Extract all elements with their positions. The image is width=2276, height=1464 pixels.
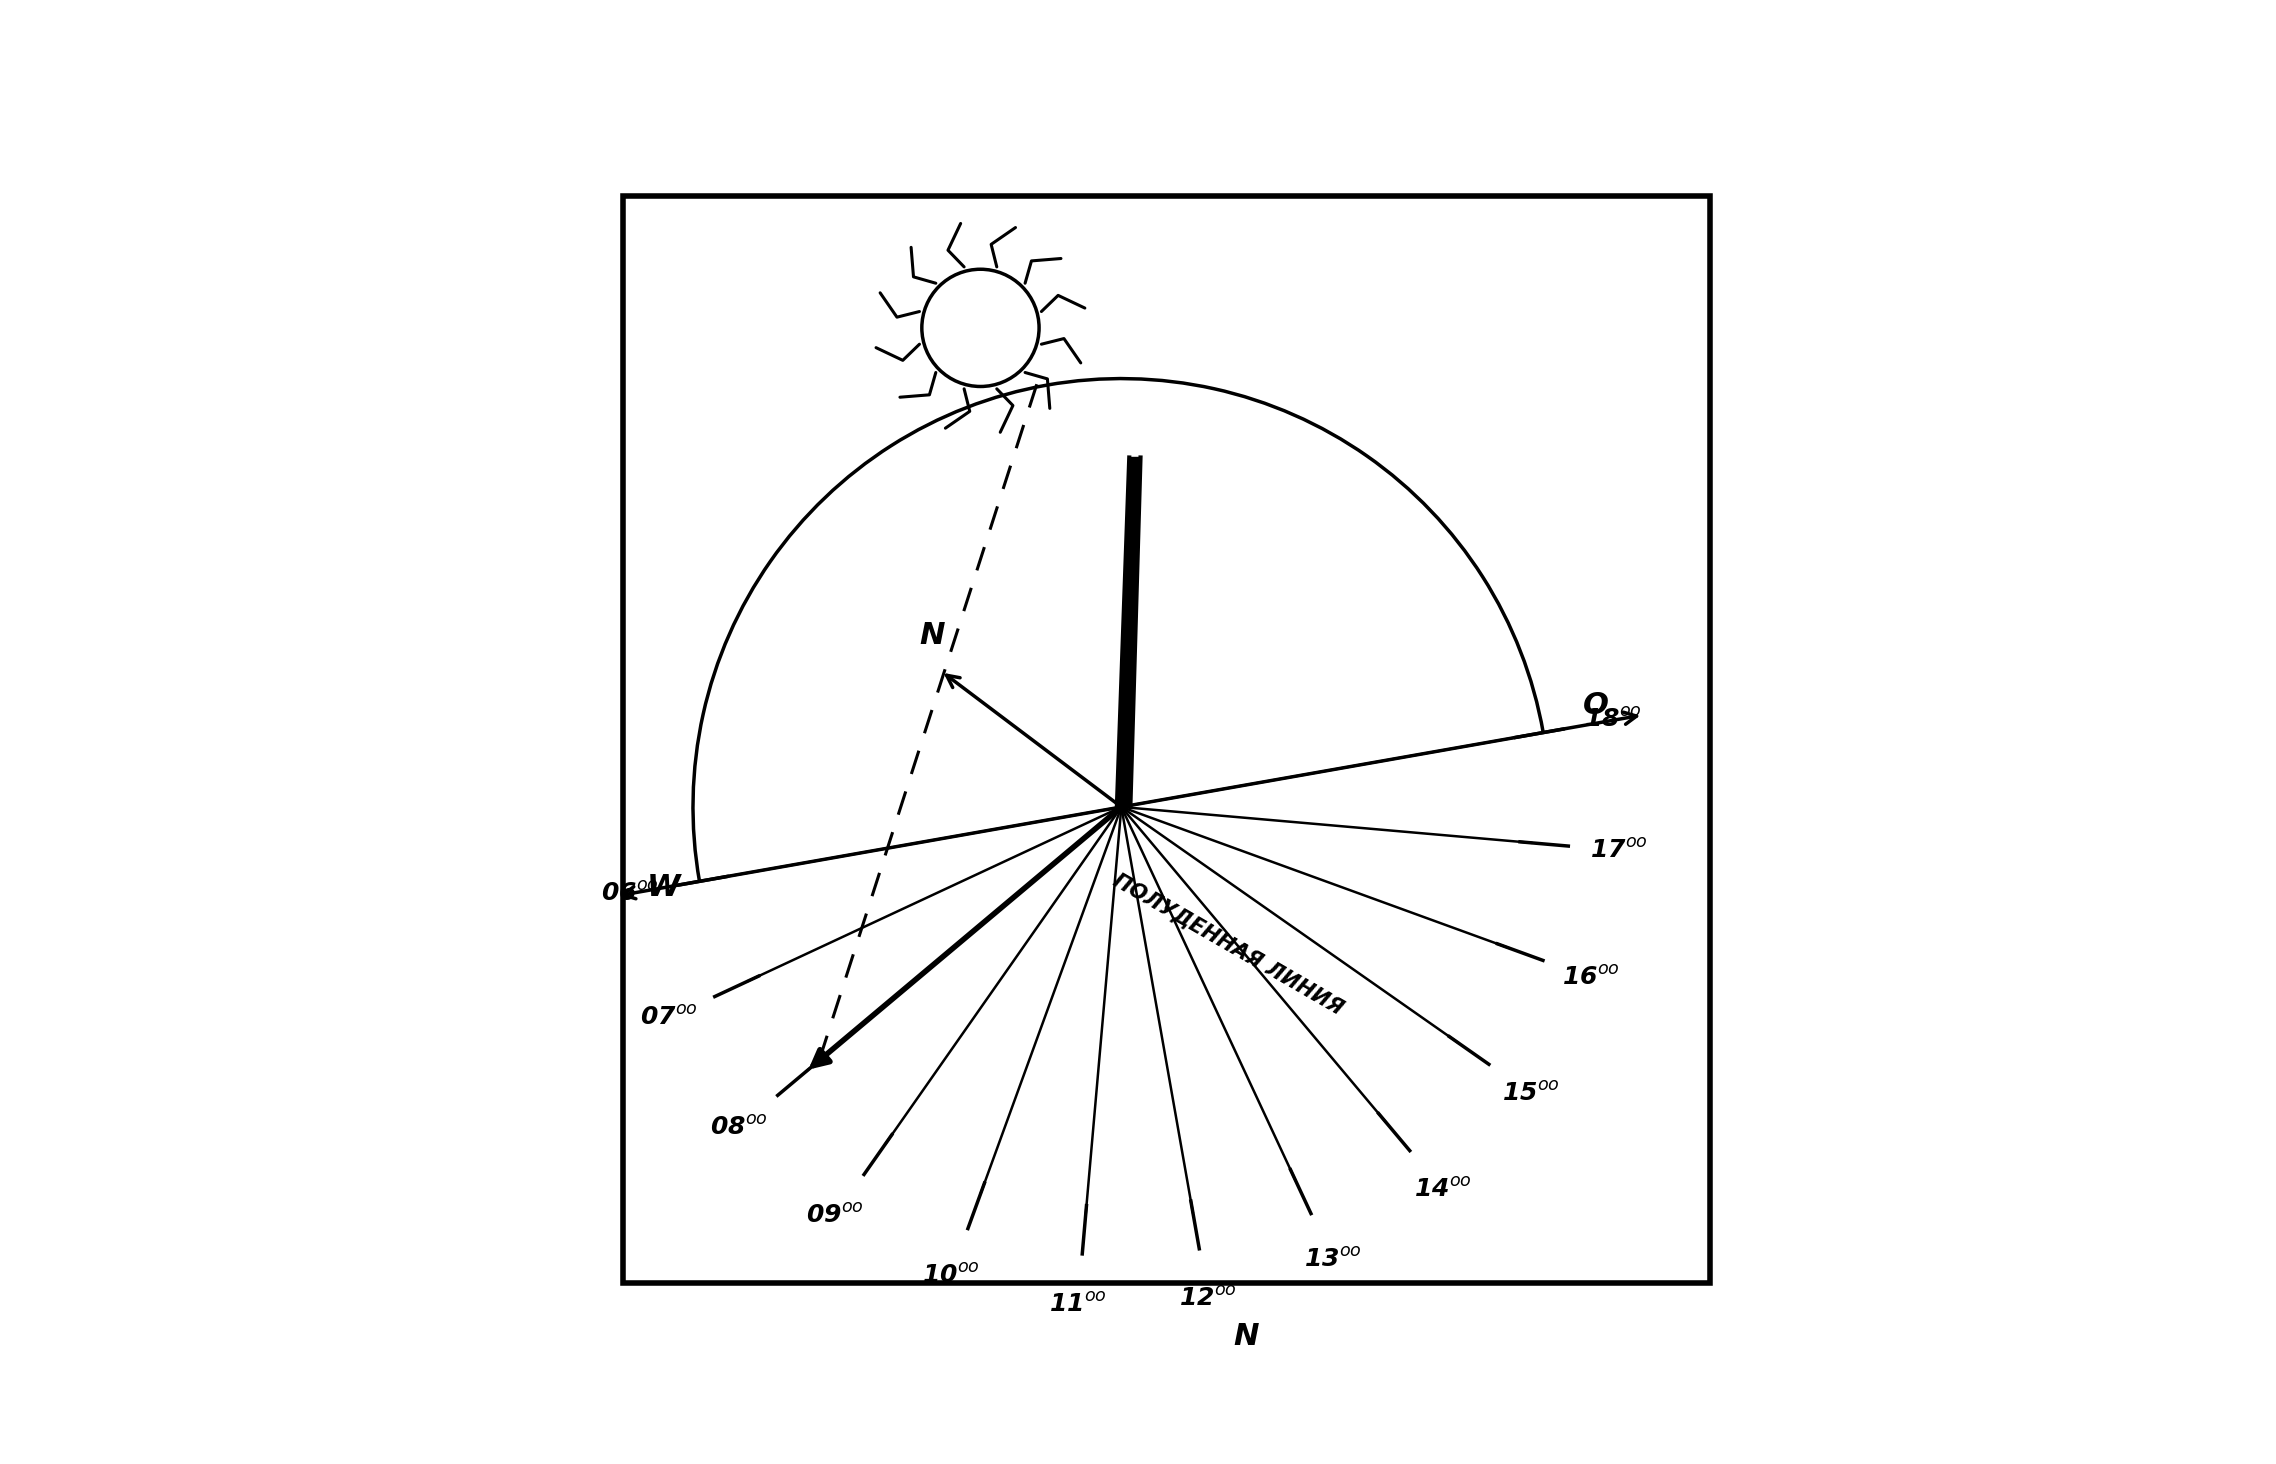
- Text: 07$^{oo}$: 07$^{oo}$: [640, 1006, 696, 1031]
- Text: 18$^{oo}$: 18$^{oo}$: [1584, 709, 1641, 732]
- Text: W: W: [646, 873, 681, 902]
- Text: 17$^{oo}$: 17$^{oo}$: [1591, 839, 1648, 862]
- Text: O: O: [1582, 691, 1609, 720]
- Text: 12$^{oo}$: 12$^{oo}$: [1179, 1287, 1236, 1310]
- Text: 13$^{oo}$: 13$^{oo}$: [1304, 1247, 1361, 1272]
- Polygon shape: [1118, 457, 1140, 807]
- Text: 06$^{oo}$: 06$^{oo}$: [601, 881, 658, 906]
- Text: 16$^{oo}$: 16$^{oo}$: [1561, 966, 1621, 990]
- Text: 15$^{oo}$: 15$^{oo}$: [1502, 1082, 1559, 1105]
- Text: ПОЛУДЕННАЯ ЛИНИЯ: ПОЛУДЕННАЯ ЛИНИЯ: [1108, 871, 1345, 1019]
- Text: N: N: [1234, 1322, 1259, 1351]
- Text: 10$^{oo}$: 10$^{oo}$: [922, 1265, 979, 1288]
- Text: 09$^{oo}$: 09$^{oo}$: [806, 1203, 865, 1228]
- Text: 14$^{oo}$: 14$^{oo}$: [1413, 1177, 1470, 1202]
- Text: N: N: [920, 621, 945, 650]
- Text: 11$^{oo}$: 11$^{oo}$: [1049, 1293, 1106, 1316]
- Text: 08$^{oo}$: 08$^{oo}$: [710, 1116, 767, 1140]
